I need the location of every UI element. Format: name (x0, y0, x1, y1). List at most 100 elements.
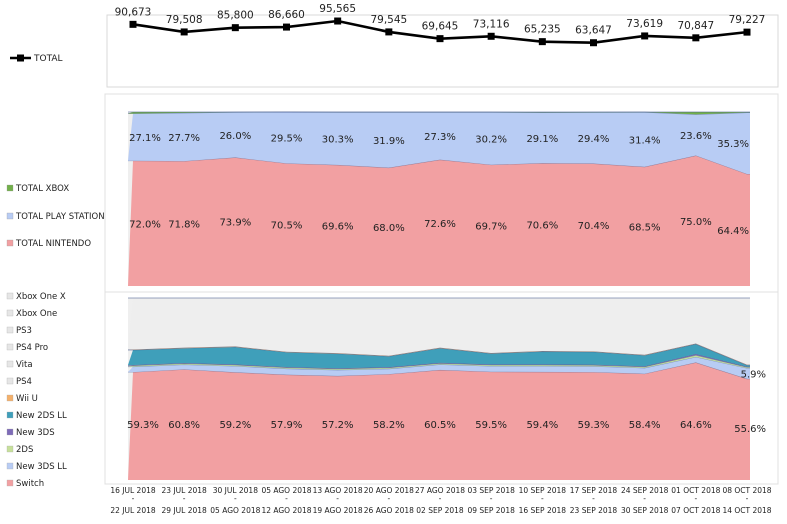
platform-legend-swatch (6, 445, 14, 453)
platform-legend-label: Xbox One X (16, 292, 66, 302)
brand-data-label: 31.4% (629, 135, 661, 146)
total-data-label: 95,565 (319, 3, 356, 15)
x-tick-separator: - (541, 494, 544, 503)
brand-data-label: 72.0% (129, 219, 161, 230)
total-marker (283, 23, 290, 31)
platform-legend-label: Xbox One (16, 309, 57, 319)
x-tick-label-start: 20 AGO 2018 (364, 486, 414, 495)
total-legend-label: TOTAL (33, 54, 63, 64)
total-data-label: 86,660 (268, 9, 305, 21)
x-tick-label-start: 30 JUL 2018 (213, 486, 259, 495)
platform-legend-swatch (6, 462, 14, 470)
x-tick-label-end: 09 SEP 2018 (467, 506, 515, 515)
x-tick-separator: - (234, 494, 237, 503)
total-data-label: 79,545 (370, 14, 407, 26)
brand-data-label: 64.4% (717, 226, 749, 237)
brand-legend-label: TOTAL NINTENDO (15, 239, 91, 249)
brand-data-label: 27.7% (168, 133, 200, 144)
x-tick-label-end: 12 AGO 2018 (261, 506, 311, 515)
platform-data-label: 59.4% (526, 420, 558, 431)
brand-legend-swatch (6, 184, 14, 192)
x-tick-label-end: 02 SEP 2018 (416, 506, 464, 515)
total-marker (641, 32, 649, 40)
x-tick-separator: - (387, 494, 390, 503)
brand-data-label: 69.6% (322, 221, 354, 232)
x-tick-label-end: 19 AGO 2018 (313, 506, 363, 515)
platform-legend-swatch (6, 411, 14, 419)
platform-area-ps4 (128, 298, 750, 365)
platform-legend-label: New 3DS LL (16, 462, 67, 472)
platform-legend-label: Wii U (16, 394, 38, 404)
platform-area-new-3ds-ll (128, 356, 750, 379)
platform-data-label: 60.8% (168, 420, 200, 431)
total-plot-frame (106, 14, 779, 88)
platform-legend-swatch (6, 428, 14, 436)
total-marker (436, 35, 444, 43)
x-tick-label-start: 23 JUL 2018 (162, 486, 208, 495)
platform-data-label: 60.5% (424, 420, 456, 431)
brand-data-label: 30.2% (475, 134, 507, 145)
platform-legend-label: Vita (16, 360, 33, 370)
x-tick-separator: - (285, 494, 288, 503)
brand-legend-label: TOTAL XBOX (15, 184, 69, 194)
brand-data-label: 30.3% (322, 135, 354, 146)
platform-area-new-2ds-ll (128, 344, 750, 369)
brand-data-label: 72.6% (424, 219, 456, 230)
brand-data-label: 70.4% (578, 221, 610, 232)
platform-area-2ds (128, 355, 750, 370)
platform-legend-swatch (6, 292, 14, 300)
platform-legend-label: 2DS (16, 445, 33, 455)
total-marker (334, 17, 342, 25)
x-tick-label-start: 01 OCT 2018 (671, 486, 720, 495)
brand-area-total-play-station (128, 112, 750, 174)
total-marker (231, 24, 239, 32)
x-tick-label-end: 16 SEP 2018 (519, 506, 567, 515)
x-tick-label-end: 22 JUL 2018 (110, 506, 156, 515)
platform-legend-swatch (6, 377, 14, 385)
total-data-label: 69,645 (422, 21, 459, 33)
platform-data-label: 59.3% (127, 420, 159, 431)
x-tick-label-start: 08 OCT 2018 (722, 486, 771, 495)
brand-data-label: 68.0% (373, 223, 405, 234)
x-tick-label-start: 27 AGO 2018 (415, 486, 465, 495)
x-tick-separator: - (592, 494, 595, 503)
x-tick-label-end: 29 JUL 2018 (162, 506, 208, 515)
platform-legend-label: New 2DS LL (16, 411, 67, 421)
x-tick-label-start: 13 AGO 2018 (313, 486, 363, 495)
total-data-label: 73,116 (473, 18, 510, 30)
platform-area-new-3ds (128, 354, 750, 369)
x-tick-label-start: 10 SEP 2018 (519, 486, 567, 495)
x-tick-separator: - (490, 494, 493, 503)
platform-data-label: 57.2% (322, 420, 354, 431)
platform-data-label: 55.6% (734, 424, 766, 435)
brand-data-label: 73.9% (219, 218, 251, 229)
platform-data-label: 59.3% (578, 420, 610, 431)
platform-data-label: 64.6% (680, 420, 712, 431)
x-tick-separator: - (746, 494, 749, 503)
platform-data-label: 5.9% (741, 369, 766, 380)
x-tick-label-start: 05 AGO 2018 (261, 486, 311, 495)
platform-legend-label: New 3DS (16, 428, 55, 438)
brand-data-label: 29.4% (578, 134, 610, 145)
platform-area-switch (128, 362, 750, 480)
brand-data-label: 27.3% (424, 132, 456, 143)
x-tick-separator: - (694, 494, 697, 503)
total-marker (743, 28, 751, 36)
x-tick-label-start: 03 SEP 2018 (467, 486, 515, 495)
x-tick-separator: - (439, 494, 442, 503)
brand-data-label: 69.7% (475, 221, 507, 232)
brand-share-chart: 72.0% 71.8% 73.9% 70.5% 69.6% 68.0% 72.6% 69.7%… (6, 93, 779, 293)
total-data-label: 90,673 (115, 6, 152, 18)
brand-data-label: 29.5% (271, 134, 303, 145)
brand-data-label: 26.0% (219, 131, 251, 142)
x-tick-label-end: 07 OCT 2018 (671, 506, 720, 515)
total-data-label: 79,508 (166, 14, 203, 26)
brand-data-label: 29.1% (526, 134, 558, 145)
platform-share-chart: 59.3% 60.8% 59.2% 57.9% 57.2% 58.2% 60.5% 59.5%… (6, 291, 779, 489)
brand-legend-swatch (6, 212, 14, 220)
platform-legend-swatch (6, 360, 14, 368)
platform-data-label: 58.4% (629, 420, 661, 431)
total-data-label: 85,800 (217, 10, 254, 22)
